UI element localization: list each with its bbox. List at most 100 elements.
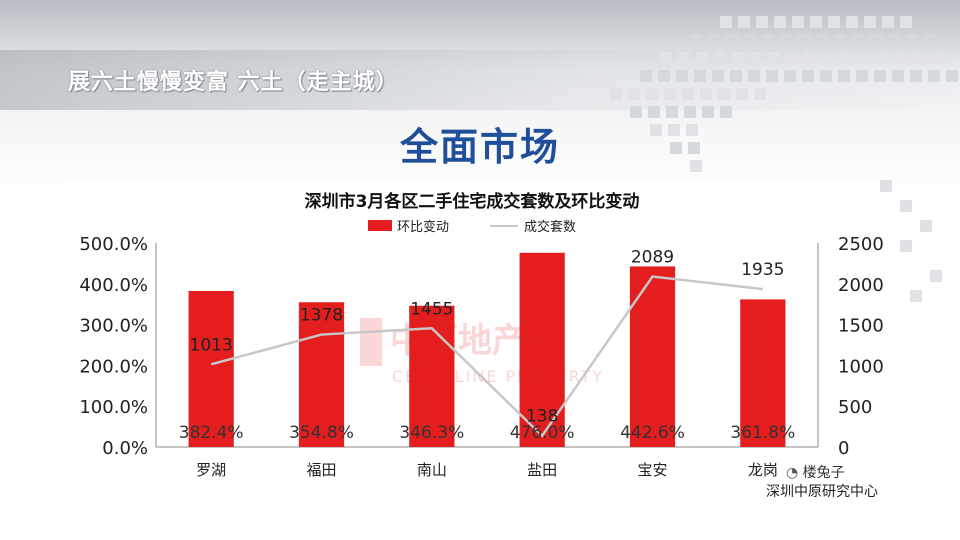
map-dot [756, 16, 768, 28]
map-dot [720, 106, 732, 118]
map-dot [628, 88, 640, 100]
x-tick-label: 盐田 [527, 461, 557, 479]
y-right-tick-label: 1000 [838, 356, 884, 377]
bar [740, 299, 786, 447]
map-dot [694, 70, 706, 82]
y-left-tick-label: 500.0% [79, 234, 148, 255]
map-dot [900, 240, 912, 252]
line-value-label: 1455 [410, 299, 453, 319]
map-dot [748, 70, 760, 82]
map-dot [762, 34, 774, 46]
line-value-label: 1935 [741, 260, 784, 280]
map-dot [924, 34, 936, 46]
footer-source: 深圳中原研究中心 [766, 484, 878, 500]
x-tick-label: 福田 [306, 461, 336, 479]
map-dot [900, 200, 912, 212]
map-dot [666, 106, 678, 118]
map-dot [894, 52, 906, 64]
map-dot [720, 16, 732, 28]
map-dot [838, 70, 850, 82]
map-dot [732, 52, 744, 64]
legend: 环比变动 成交套数 [368, 219, 576, 235]
line-value-label: 2089 [631, 248, 674, 268]
map-dot [668, 124, 680, 136]
page-title: 全面市场 [399, 125, 560, 169]
axes: 0.0% 100.0% 200.0% 300.0% 400.0% 500.0% 0 500 10… [79, 234, 883, 479]
y-right-tick-label: 0 [838, 438, 849, 459]
map-dot [700, 88, 712, 100]
map-dot [690, 34, 702, 46]
map-dot [880, 180, 892, 192]
map-dot [708, 34, 720, 46]
x-tick-label: 南山 [417, 461, 447, 479]
bar-value-label: 361.8% [730, 423, 795, 443]
footer-wechat: ◔ 楼兔子 [786, 462, 845, 482]
map-dot [646, 88, 658, 100]
bar-value-label: 382.4% [179, 423, 244, 443]
map-dot [714, 52, 726, 64]
map-dot [712, 70, 724, 82]
map-dot [750, 52, 762, 64]
watermark-logo-icon [360, 318, 382, 366]
y-left-tick-label: 100.0% [79, 397, 148, 418]
map-dot [686, 124, 698, 136]
y-left-tick-label: 400.0% [79, 275, 148, 296]
map-dot [834, 34, 846, 46]
map-dot [660, 52, 672, 64]
legend-line-label: 成交套数 [524, 219, 576, 235]
map-dot [864, 16, 876, 28]
map-dot [810, 16, 822, 28]
map-dot [900, 16, 912, 28]
map-dot [858, 52, 870, 64]
map-dot [664, 88, 676, 100]
map-dot [846, 16, 858, 28]
map-dot [682, 88, 694, 100]
bar-value-label: 346.3% [399, 423, 464, 443]
map-dot [690, 160, 702, 172]
map-dot [882, 16, 894, 28]
map-dot [946, 70, 958, 82]
map-dot [676, 70, 688, 82]
map-dot [912, 52, 924, 64]
map-dot [892, 70, 904, 82]
map-dot [906, 34, 918, 46]
wechat-icon: ◔ [786, 465, 799, 481]
x-tick-label: 宝安 [637, 461, 667, 479]
map-dot [888, 34, 900, 46]
map-dot [798, 34, 810, 46]
y-right-tick-label: 500 [838, 397, 872, 418]
map-dot [920, 220, 932, 232]
y-left-tick-label: 300.0% [79, 316, 148, 337]
line-series [210, 275, 763, 438]
map-dot [928, 70, 940, 82]
map-dot [852, 34, 864, 46]
map-dot [768, 52, 780, 64]
map-dot [784, 70, 796, 82]
map-dot [630, 106, 642, 118]
bar-value-label: 476.0% [510, 423, 575, 443]
map-dot [804, 52, 816, 64]
wechat-account: 楼兔子 [802, 465, 845, 481]
header-band [0, 50, 960, 110]
map-dot [610, 88, 622, 100]
legend-bar-swatch [368, 220, 392, 231]
y-left-tick-label: 200.0% [79, 356, 148, 377]
map-dot [780, 34, 792, 46]
map-dot [696, 52, 708, 64]
map-dot [736, 88, 748, 100]
map-dot [828, 16, 840, 28]
map-dot [930, 52, 942, 64]
map-dot [874, 70, 886, 82]
series-line [210, 275, 763, 438]
map-dot [870, 34, 882, 46]
legend-bar-label: 环比变动 [397, 219, 449, 235]
y-right-tick-label: 2000 [838, 275, 884, 296]
chart-title: 深圳市3月各区二手住宅成交套数及环比变动 [305, 191, 640, 212]
y-left-tick-label: 0.0% [102, 438, 148, 459]
map-dot [650, 124, 662, 136]
map-dot [658, 70, 670, 82]
line-value-label: 1013 [190, 335, 233, 355]
map-dot [754, 88, 766, 100]
map-dot [856, 70, 868, 82]
